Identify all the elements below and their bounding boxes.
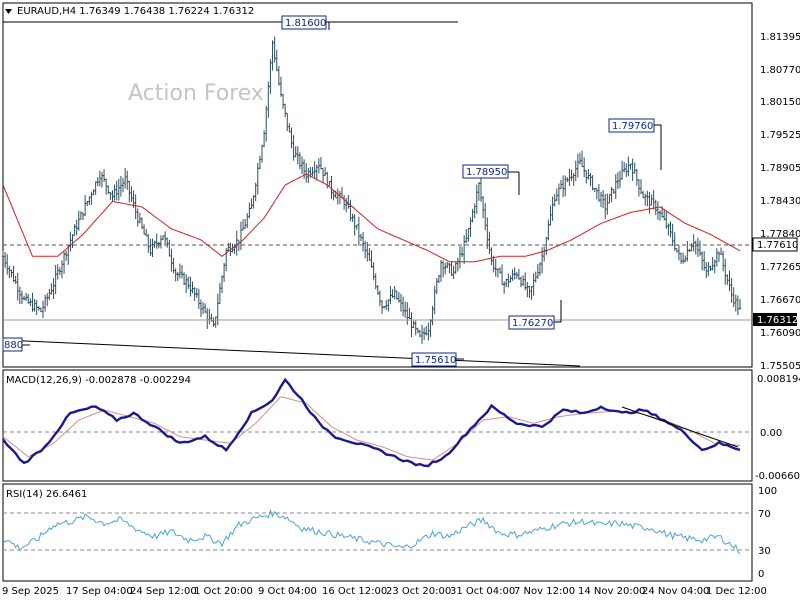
annotation-1-75610: 1.75610 [411, 352, 464, 367]
annotation-label: 1.76270 [512, 318, 553, 329]
time-tick: 17 Sep 04:00 [66, 586, 133, 597]
annotation-label: 1.81600 [285, 18, 326, 29]
time-tick: 14 Nov 20:00 [578, 586, 645, 597]
price-tick: 1.76670 [760, 295, 800, 306]
annotation-880: 880 [2, 337, 30, 352]
time-tick: 1 Dec 12:00 [706, 586, 767, 597]
time-axis: 9 Sep 2025 17 Sep 04:00 24 Sep 12:00 1 O… [2, 586, 767, 597]
time-tick: 16 Oct 12:00 [322, 586, 387, 597]
rsi-tick: 70 [758, 509, 771, 520]
rsi-tick: 0 [758, 569, 764, 580]
price-tick: 1.81395 [760, 32, 800, 43]
annotation-1-76270: 1.76270 [508, 300, 562, 330]
price-tick: 1.80150 [760, 97, 800, 108]
price-tick: 1.77265 [760, 262, 800, 273]
rsi-tick: 30 [758, 546, 771, 557]
macd-panel[interactable] [2, 369, 753, 482]
time-tick: 24 Sep 12:00 [130, 586, 197, 597]
moving-average-line [2, 173, 741, 263]
current-price-label: 1.76312 [757, 315, 798, 326]
level-price-label: 1.77610 [757, 240, 798, 251]
macd-trendline [621, 406, 739, 448]
price-tick: 1.78905 [760, 163, 800, 174]
time-tick: 9 Sep 2025 [2, 586, 59, 597]
time-tick: 1 Oct 20:00 [194, 586, 253, 597]
chart-menu-triangle-icon[interactable] [5, 9, 12, 14]
price-tick: 1.80770 [760, 65, 800, 76]
annotation-label: 1.79760 [612, 121, 653, 132]
price-axis: 1.81395 1.80770 1.80150 1.79525 1.78905 … [760, 32, 800, 372]
time-tick: 24 Nov 04:00 [642, 586, 709, 597]
annotation-1-79760: 1.79760 [608, 118, 662, 170]
symbol-header: EURAUD,H4 1.76349 1.76438 1.76224 1.7631… [17, 6, 254, 17]
price-bar [738, 299, 742, 310]
price-panel[interactable] [2, 2, 753, 368]
price-bars [1, 36, 742, 344]
price-tick: 1.77840 [760, 229, 800, 240]
annotation-1-78950: 1.78950 [462, 164, 520, 195]
watermark: Action Forex [128, 81, 264, 106]
price-tick: 1.78430 [760, 196, 800, 207]
price-tick: 1.75505 [760, 361, 800, 372]
rsi-line [2, 508, 741, 554]
price-tick: 1.79525 [760, 130, 800, 141]
price-tick: 1.76090 [760, 328, 800, 339]
lower-trendline [2, 339, 581, 367]
level-price-box [752, 237, 798, 252]
annotation-label: 1.75610 [415, 355, 456, 366]
rsi-tick: 100 [758, 486, 777, 497]
macd-tick: 0.00 [760, 428, 782, 439]
current-price-box [753, 313, 797, 326]
annotation-1-81600: 1.81600 [281, 15, 330, 30]
annotation-label: 1.78950 [466, 167, 507, 178]
macd-label: MACD(12,26,9) -0.002878 -0.002294 [6, 375, 191, 386]
rsi-panel[interactable] [2, 483, 753, 582]
time-tick: 31 Oct 04:00 [450, 586, 515, 597]
time-tick: 9 Oct 04:00 [258, 586, 317, 597]
macd-tick: 0.008194 [757, 374, 800, 385]
time-tick: 23 Oct 20:00 [386, 586, 451, 597]
annotation-label: 880 [4, 340, 23, 351]
time-tick: 7 Nov 12:00 [514, 586, 575, 597]
macd-tick: -0.006604 [755, 471, 800, 482]
rsi-label: RSI(14) 26.6461 [6, 489, 87, 500]
macd-line [2, 377, 741, 468]
